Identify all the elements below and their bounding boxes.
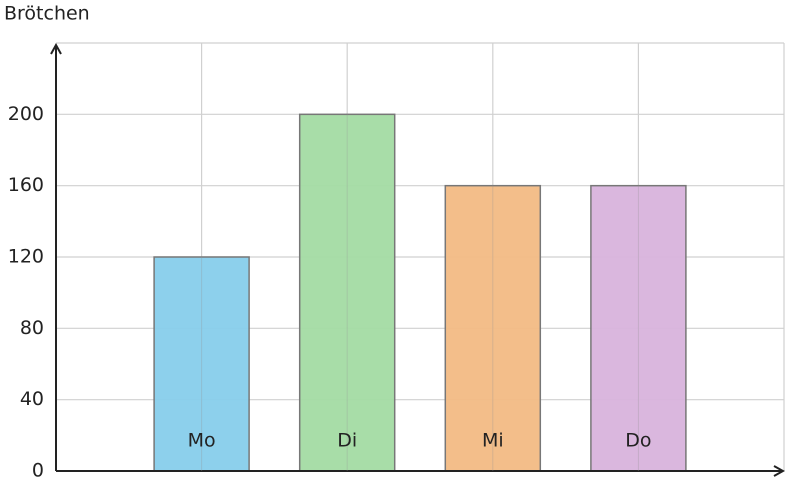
bar xyxy=(444,184,542,472)
bar xyxy=(590,184,687,472)
x-tick-label: Di xyxy=(337,430,357,452)
x-tick-label: Do xyxy=(625,430,651,452)
y-tick-label: 0 xyxy=(32,460,44,482)
y-tick-label: 40 xyxy=(20,388,44,410)
bar xyxy=(153,256,250,472)
y-tick-label: 120 xyxy=(8,246,44,268)
y-tick-label: 160 xyxy=(8,174,44,196)
y-axis-label: Brötchen xyxy=(4,3,90,25)
x-tick-label: Mo xyxy=(188,430,216,452)
bar xyxy=(298,113,396,472)
y-tick-label: 80 xyxy=(20,317,44,339)
x-tick-label: Mi xyxy=(482,430,504,452)
y-tick-label: 200 xyxy=(8,103,44,125)
